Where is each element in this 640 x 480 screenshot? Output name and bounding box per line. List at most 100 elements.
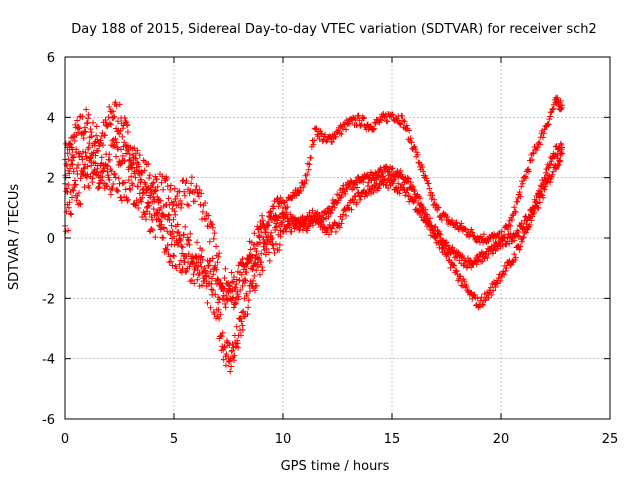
- data-point-fill: [174, 188, 181, 195]
- data-point-fill: [471, 233, 478, 240]
- data-point-fill: [339, 216, 346, 223]
- data-point-fill: [429, 226, 436, 233]
- data-point-fill: [232, 300, 239, 307]
- data-point-fill: [230, 304, 237, 311]
- data-point-fill: [104, 183, 111, 190]
- data-point-fill: [119, 125, 126, 132]
- data-point-fill: [113, 153, 120, 160]
- data-point-fill: [65, 227, 72, 234]
- data-point-fill: [392, 184, 399, 191]
- data-point-fill: [121, 114, 128, 121]
- data-point-fill: [517, 193, 524, 200]
- data-point-fill: [437, 231, 444, 238]
- data-point: [83, 120, 90, 127]
- data-point-fill: [73, 197, 80, 204]
- data-point-fill: [405, 175, 412, 182]
- data-point-fill: [76, 190, 83, 197]
- data-point-fill: [231, 352, 238, 359]
- data-point-fill: [293, 192, 300, 199]
- data-point-fill: [125, 196, 132, 203]
- data-point-fill: [338, 220, 345, 227]
- data-point-fill: [474, 257, 481, 264]
- data-point-fill: [516, 246, 523, 253]
- data-point-fill: [145, 160, 152, 167]
- data-point-fill: [74, 192, 81, 199]
- data-point-fill: [167, 258, 174, 265]
- data-point-fill: [137, 176, 144, 183]
- data-point-fill: [401, 118, 408, 125]
- data-point-fill: [329, 138, 336, 145]
- data-point-fill: [279, 219, 286, 226]
- data-point-fill: [243, 292, 250, 299]
- data-point-fill: [388, 166, 395, 173]
- data-point-fill: [253, 282, 260, 289]
- data-point-fill: [163, 246, 170, 253]
- data-point-fill: [167, 186, 174, 193]
- data-point-fill: [215, 306, 222, 313]
- data-point-fill: [273, 220, 280, 227]
- data-point-fill: [85, 144, 92, 151]
- data-point-fill: [216, 315, 223, 322]
- data-point-fill: [272, 226, 279, 233]
- data-point-fill: [309, 222, 316, 229]
- data-point-fill: [226, 358, 233, 365]
- data-point-fill: [411, 197, 418, 204]
- data-point-fill: [397, 167, 404, 174]
- data-point-fill: [108, 108, 115, 115]
- data-point-fill: [268, 229, 275, 236]
- data-point-fill: [550, 168, 557, 175]
- data-point-fill: [106, 120, 113, 127]
- data-point-fill: [396, 120, 403, 127]
- data-point-fill: [245, 304, 252, 311]
- data-point-fill: [93, 123, 100, 130]
- data-point-fill: [90, 152, 97, 159]
- data-point-fill: [242, 269, 249, 276]
- data-point-fill: [309, 207, 316, 214]
- data-point-fill: [485, 238, 492, 245]
- data-point-fill: [205, 262, 212, 269]
- data-point-fill: [223, 362, 230, 369]
- data-point-fill: [178, 257, 185, 264]
- data-point-fill: [115, 175, 122, 182]
- data-point-fill: [194, 239, 201, 246]
- data-point-fill: [267, 233, 274, 240]
- data-point-fill: [263, 245, 270, 252]
- data-point-fill: [458, 253, 465, 260]
- data-point-fill: [248, 280, 255, 287]
- data-point-fill: [353, 179, 360, 186]
- data-point-fill: [286, 224, 293, 231]
- data-point-fill: [244, 259, 251, 266]
- data-point: [519, 235, 526, 241]
- data-point-fill: [277, 194, 284, 201]
- data-point-fill: [250, 264, 257, 271]
- data-point-fill: [261, 225, 268, 232]
- data-point-fill: [107, 191, 114, 198]
- data-point-fill: [91, 142, 98, 149]
- data-point: [312, 126, 319, 133]
- data-point-fill: [431, 200, 438, 207]
- data-point-fill: [557, 140, 564, 147]
- data-point-fill: [136, 163, 143, 170]
- data-point-fill: [545, 121, 552, 128]
- data-point-fill: [205, 212, 212, 219]
- data-point-fill: [104, 163, 111, 170]
- data-point-fill: [126, 151, 133, 158]
- data-point-fill: [480, 302, 487, 309]
- data-point-fill: [232, 299, 239, 306]
- data-point-fill: [124, 122, 131, 129]
- data-point-fill: [164, 242, 171, 249]
- data-point-fill: [152, 234, 159, 241]
- data-point-fill: [65, 204, 72, 211]
- data-point-fill: [212, 291, 219, 298]
- data-point-fill: [106, 156, 113, 163]
- data-point-fill: [344, 185, 351, 192]
- data-point-fill: [538, 191, 545, 198]
- data-point-fill: [206, 238, 213, 245]
- data-point-fill: [216, 250, 223, 257]
- data-point-fill: [316, 213, 323, 220]
- data-point-fill: [297, 187, 304, 194]
- data-point-fill: [196, 186, 203, 193]
- data-point-fill: [237, 332, 244, 339]
- data-point-fill: [213, 243, 220, 250]
- data-point-fill: [423, 211, 430, 218]
